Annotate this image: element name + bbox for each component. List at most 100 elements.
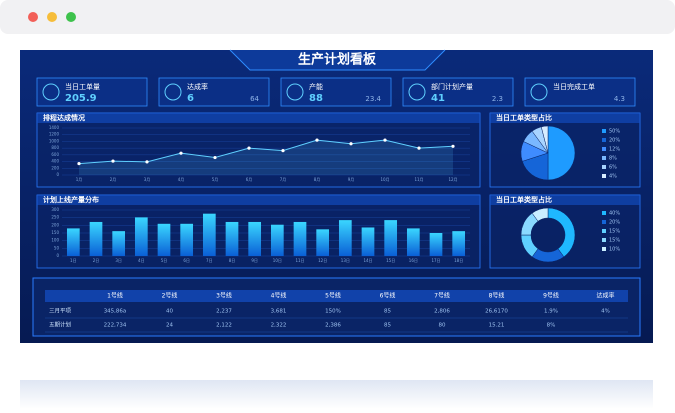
- x-tick-label: 6日: [183, 258, 190, 263]
- x-tick-label: 12月: [448, 177, 457, 182]
- line-point: [247, 146, 251, 150]
- panel-title: 当日工单类型占比: [496, 113, 552, 122]
- legend-label: 10%: [609, 247, 620, 253]
- y-tick-label: 0: [56, 253, 59, 258]
- kpi-value: 6: [187, 93, 194, 104]
- bar: [202, 213, 216, 256]
- table-cell: 2,806: [434, 309, 450, 315]
- table-header: 2号线: [162, 292, 178, 300]
- kpi-sub: 23.4: [365, 95, 381, 103]
- legend-label: 6%: [609, 165, 617, 171]
- y-tick-label: 400: [51, 159, 59, 164]
- line-point: [451, 144, 455, 148]
- table-cell: 26,6170: [485, 309, 508, 315]
- legend-swatch: [602, 174, 606, 178]
- line-area: [79, 140, 453, 175]
- y-tick-label: 1200: [49, 132, 60, 137]
- x-tick-label: 16日: [409, 258, 418, 263]
- legend-label: 8%: [609, 156, 617, 162]
- table-cell: 2,237: [216, 309, 232, 315]
- table-cell: 85: [384, 323, 391, 329]
- panel-title: 当日工单类型占比: [496, 195, 552, 204]
- table-cell: 150%: [325, 309, 341, 315]
- y-tick-label: 1000: [49, 138, 60, 143]
- table-cell: 15.21: [489, 323, 505, 329]
- pie-slice: [540, 125, 549, 154]
- x-tick-label: 14日: [363, 258, 372, 263]
- bar: [248, 221, 262, 256]
- dashboard-title: 生产计划看板: [298, 52, 377, 68]
- table-header: 3号线: [216, 292, 232, 300]
- kpi-icon: [530, 83, 548, 101]
- panel-title: 排程达成情况: [43, 113, 85, 122]
- legend-swatch: [602, 247, 606, 251]
- donut-slice: [531, 207, 549, 222]
- table-cell: 4%: [601, 309, 610, 315]
- line-point: [349, 142, 353, 146]
- x-tick-label: 8日: [229, 258, 236, 263]
- table-header-bg: [45, 290, 628, 302]
- bar: [429, 233, 443, 256]
- x-tick-label: 5日: [161, 258, 168, 263]
- table-cell: 80: [439, 323, 446, 329]
- legend-label: 20%: [609, 138, 620, 144]
- x-tick-label: 2月: [110, 177, 117, 182]
- kpi-value: 88: [309, 93, 323, 104]
- bar: [270, 224, 284, 256]
- kpi-label: 产能: [309, 82, 323, 91]
- legend-label: 4%: [609, 174, 617, 180]
- line-point: [417, 146, 421, 150]
- panel-header: [490, 113, 640, 123]
- legend-swatch: [602, 156, 606, 160]
- table-cell: 40: [166, 309, 173, 315]
- x-tick-label: 17日: [431, 258, 440, 263]
- table-cell: 2,322: [271, 323, 287, 329]
- line-point: [383, 138, 387, 142]
- kpi-value: 205.9: [65, 93, 97, 104]
- table-cell: 3,681: [271, 309, 287, 315]
- kpi-icon: [42, 83, 60, 101]
- x-tick-label: 11日: [295, 258, 304, 263]
- y-tick-label: 200: [51, 165, 59, 170]
- legend-label: 40%: [609, 211, 620, 217]
- table-cell: 222,734: [104, 323, 127, 329]
- kpi-card: [36, 77, 148, 107]
- y-tick-label: 150: [51, 230, 59, 235]
- x-tick-label: 3月: [144, 177, 151, 182]
- bar: [384, 220, 398, 256]
- x-tick-label: 1月: [76, 177, 83, 182]
- table-header: 4号线: [271, 292, 287, 300]
- bar: [316, 229, 330, 256]
- reflection: [20, 380, 653, 409]
- window-bar: [0, 0, 675, 34]
- table-cell: 345,86a: [104, 309, 127, 315]
- x-tick-label: 6月: [246, 177, 253, 182]
- line-point: [281, 149, 285, 153]
- bar: [361, 227, 375, 256]
- min-dot[interactable]: [47, 12, 57, 22]
- table-cell: 五期计划: [49, 321, 71, 329]
- table-cell: 三月平项: [49, 308, 72, 315]
- legend-swatch: [602, 211, 606, 215]
- y-tick-label: 300: [51, 207, 59, 212]
- bar: [112, 231, 126, 256]
- x-tick-label: 7日: [206, 258, 213, 263]
- max-dot[interactable]: [66, 12, 76, 22]
- table-header: 8号线: [489, 292, 505, 300]
- bar: [66, 228, 80, 256]
- close-dot[interactable]: [28, 12, 38, 22]
- line-point: [111, 159, 115, 163]
- x-tick-label: 15日: [386, 258, 395, 263]
- panel-header: [490, 195, 640, 205]
- x-tick-label: 11月: [414, 177, 423, 182]
- panel-header: [37, 113, 480, 123]
- bar: [134, 217, 148, 256]
- table-header: 达成率: [596, 292, 614, 300]
- x-tick-label: 18日: [454, 258, 463, 263]
- bar: [406, 228, 420, 256]
- line-point: [179, 151, 183, 155]
- legend-swatch: [602, 129, 606, 133]
- y-tick-label: 50: [54, 245, 60, 250]
